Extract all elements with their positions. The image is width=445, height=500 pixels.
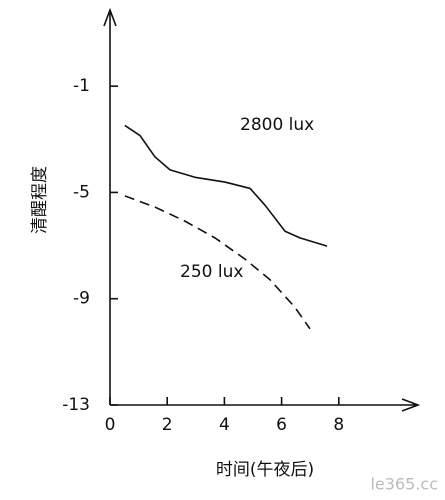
x-tick-label: 4 (219, 415, 230, 435)
x-tick-label: 8 (333, 415, 344, 435)
x-tick-label: 2 (162, 415, 173, 435)
watermark: le365.cc (370, 475, 438, 494)
y-tick-label: -5 (73, 182, 90, 202)
y-axis (103, 7, 117, 405)
series-line (124, 195, 311, 330)
y-tick-label: -9 (73, 289, 90, 309)
y-tick-label: -13 (62, 395, 90, 415)
x-axis-label: 时间(午夜后) (216, 460, 314, 480)
series-line (124, 124, 328, 247)
x-axis (110, 398, 421, 412)
x-tick-label: 0 (105, 415, 116, 435)
series-label: 2800 lux (240, 115, 314, 135)
series-label: 250 lux (180, 262, 243, 282)
y-tick-label: -1 (73, 76, 90, 96)
y-axis-label: 清醒程度 (30, 166, 50, 234)
x-tick-label: 6 (276, 415, 287, 435)
